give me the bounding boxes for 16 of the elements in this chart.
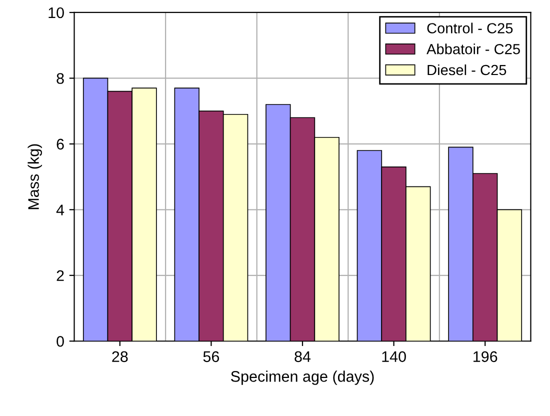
- y-tick-label: 8: [56, 73, 64, 84]
- y-tick-label: 2: [56, 270, 64, 281]
- y-tick-label: 0: [56, 336, 64, 347]
- x-tick-label: 28: [112, 351, 128, 362]
- y-tick-label: 10: [48, 7, 64, 18]
- y-tick-label: 4: [56, 204, 64, 216]
- legend-label: Abbatoir - C25: [426, 44, 520, 54]
- legend-label: Control - C25: [427, 22, 513, 34]
- legend-label: Diesel - C25: [428, 64, 506, 76]
- x-axis-title: Specimen age (days): [231, 370, 374, 385]
- x-tick-label: 56: [203, 351, 220, 362]
- y-tick-label: 6: [56, 138, 64, 150]
- x-tick-label: 196: [474, 351, 498, 362]
- y-axis-title: Mass (kg): [28, 144, 42, 210]
- x-tick-label: 140: [382, 351, 406, 362]
- x-tick-label: 84: [294, 351, 311, 362]
